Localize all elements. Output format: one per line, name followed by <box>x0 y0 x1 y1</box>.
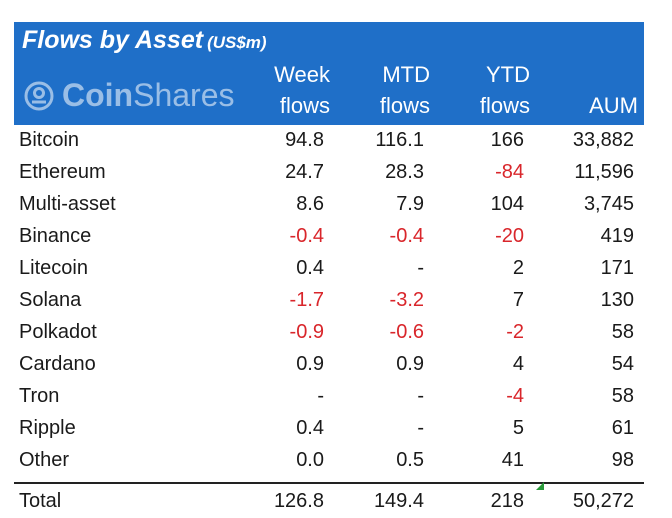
table-row: Cardano 0.9 0.9 4 54 <box>14 349 644 381</box>
asset-name: Binance <box>19 225 92 247</box>
week-flows-cell: 0.0 <box>296 449 324 471</box>
table-row: Binance -0.4 -0.4 -20 419 <box>14 221 644 253</box>
aum-cell: 33,882 <box>572 129 634 151</box>
flows-table-card: Flows by Asset (US$m) Coin Shares Week flow… <box>14 22 644 513</box>
asset-name: Polkadot <box>19 321 97 343</box>
table-title: Flows by Asset (US$m) <box>22 26 267 55</box>
col-header-ytd: YTD flows <box>479 62 530 118</box>
ytd-flows-cell: -2 <box>506 321 524 343</box>
ytd-flows-cell: -20 <box>495 225 524 247</box>
asset-name: Bitcoin <box>19 129 80 151</box>
aum-cell: 171 <box>600 257 634 279</box>
table-row: Solana -1.7 -3.2 7 130 <box>14 285 644 317</box>
mtd-flows-cell: 116.1 <box>375 129 424 151</box>
total-divider <box>14 482 644 484</box>
week-flows-cell: -0.9 <box>289 321 324 343</box>
aum-cell: 61 <box>611 417 634 439</box>
mtd-flows-cell: 28.3 <box>385 161 424 183</box>
asset-name: Ethereum <box>19 161 106 183</box>
ytd-flows-cell: 166 <box>490 129 524 151</box>
week-flows-cell: 8.6 <box>296 193 324 215</box>
aum-cell: 58 <box>611 385 634 407</box>
asset-name: Other <box>19 449 70 471</box>
aum-cell: 98 <box>611 449 634 471</box>
col-header-aum: AUM <box>589 93 638 118</box>
table-row: Other 0.0 0.5 41 98 <box>14 445 644 477</box>
asset-name: Cardano <box>19 353 96 375</box>
mtd-flows-cell: 7.9 <box>396 193 424 215</box>
aum-cell: 50,272 <box>572 490 634 512</box>
asset-name: Multi-asset <box>19 193 116 215</box>
table-header: Flows by Asset (US$m) Coin Shares Week flow… <box>14 22 644 125</box>
table-row: Tron - - -4 58 <box>14 381 644 413</box>
mtd-flows-cell: - <box>417 385 424 407</box>
week-flows-cell: - <box>317 385 324 407</box>
week-flows-cell: -0.4 <box>289 225 324 247</box>
aum-cell: 419 <box>600 225 634 247</box>
mtd-flows-cell: - <box>417 257 424 279</box>
week-flows-cell: 94.8 <box>285 129 324 151</box>
table-row: Multi-asset 8.6 7.9 104 3,745 <box>14 189 644 221</box>
title-unit: (US$m) <box>207 33 267 52</box>
mtd-flows-cell: - <box>417 417 424 439</box>
table-row: Ethereum 24.7 28.3 -84 11,596 <box>14 157 644 189</box>
aum-cell: 3,745 <box>583 193 634 215</box>
logo-text-shares: Shares <box>133 77 235 113</box>
col-header-mtd: MTD flows <box>379 62 430 118</box>
aum-cell: 54 <box>611 353 634 375</box>
asset-name: Tron <box>19 385 60 407</box>
aum-cell: 11,596 <box>574 161 634 183</box>
logo-text-coin: Coin <box>62 77 134 113</box>
asset-name: Ripple <box>19 417 76 439</box>
total-row: Total 126.8 149.4 218 50,272 <box>14 486 644 518</box>
mtd-flows-cell: 0.9 <box>396 353 424 375</box>
asset-name: Litecoin <box>19 257 88 279</box>
table-row: Bitcoin 94.8 116.1 166 33,882 <box>14 125 644 157</box>
table-row: Litecoin 0.4 - 2 171 <box>14 253 644 285</box>
aum-cell: 58 <box>611 321 634 343</box>
ytd-flows-cell: 41 <box>501 449 524 471</box>
col-header-week: Week flows <box>274 62 330 118</box>
mtd-flows-cell: 0.5 <box>396 449 424 471</box>
ytd-flows-cell: 218 <box>490 490 524 512</box>
ytd-flows-cell: -84 <box>495 161 524 183</box>
ytd-flows-cell: -4 <box>506 385 524 407</box>
mtd-flows-cell: -0.6 <box>389 321 424 343</box>
asset-name: Solana <box>19 289 82 311</box>
mtd-flows-cell: -0.4 <box>389 225 424 247</box>
title-text: Flows by Asset <box>22 26 204 54</box>
mtd-flows-cell: 149.4 <box>373 490 424 512</box>
ytd-flows-cell: 2 <box>512 257 524 279</box>
ytd-flows-cell: 5 <box>512 417 524 439</box>
table-row: Ripple 0.4 - 5 61 <box>14 413 644 445</box>
week-flows-cell: 0.4 <box>296 257 324 279</box>
week-flows-cell: 24.7 <box>285 161 324 183</box>
week-flows-cell: 0.4 <box>296 417 324 439</box>
table-row: Polkadot -0.9 -0.6 -2 58 <box>14 317 644 349</box>
mtd-flows-cell: -3.2 <box>389 289 424 311</box>
coinshares-logo: Coin Shares <box>24 77 234 114</box>
ytd-flows-cell: 104 <box>490 193 524 215</box>
aum-cell: 130 <box>600 289 634 311</box>
week-flows-cell: -1.7 <box>289 289 324 311</box>
coinshares-logo-icon <box>24 81 54 110</box>
green-corner-marker <box>536 482 544 490</box>
ytd-flows-cell: 4 <box>512 353 524 375</box>
week-flows-cell: 0.9 <box>296 353 324 375</box>
ytd-flows-cell: 7 <box>512 289 524 311</box>
week-flows-cell: 126.8 <box>273 490 324 512</box>
asset-name: Total <box>19 490 62 512</box>
